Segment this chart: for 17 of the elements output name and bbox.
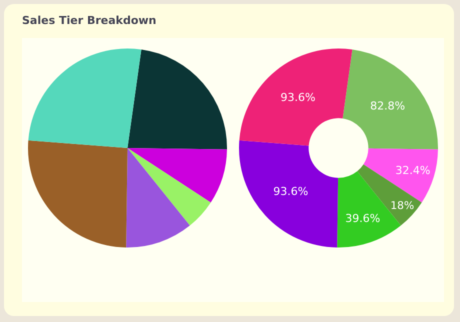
pie-slice — [128, 148, 211, 226]
pie-slice — [126, 148, 190, 248]
pie-slice — [128, 148, 227, 202]
pie-slice — [128, 49, 227, 150]
data-label: 82.8% — [370, 99, 406, 112]
pie-slice — [28, 140, 128, 248]
data-label: 32.4% — [395, 164, 430, 178]
donut-slice — [363, 148, 438, 202]
data-label: 18% — [390, 199, 414, 212]
pie-slice — [28, 48, 142, 148]
chart-title: Sales Tier Breakdown — [22, 14, 156, 27]
data-label: 39.6% — [345, 212, 380, 225]
data-label: 93.6% — [280, 91, 316, 104]
donut-slice — [342, 49, 438, 150]
data-label: 93.6% — [273, 185, 308, 198]
donut-slice — [239, 48, 352, 146]
donut-slice — [239, 140, 338, 248]
